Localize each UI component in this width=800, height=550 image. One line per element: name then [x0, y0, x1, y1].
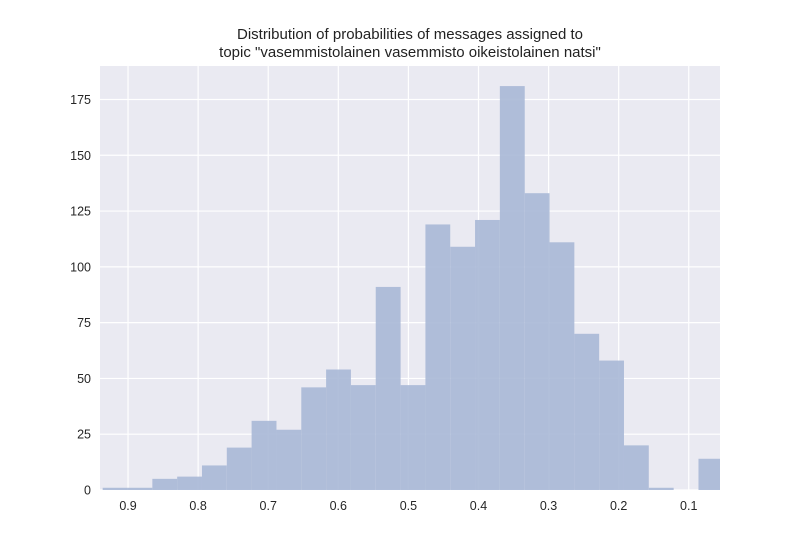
histogram-bar — [276, 429, 302, 490]
histogram-bar — [326, 369, 351, 490]
x-tick-label: 0.5 — [400, 499, 417, 513]
histogram-bar — [450, 246, 476, 490]
histogram-bar — [549, 242, 575, 490]
chart-title-line-1: Distribution of probabilities of message… — [236, 26, 584, 43]
x-tick-label: 0.2 — [610, 499, 627, 513]
histogram-bar — [599, 360, 624, 490]
y-tick-label: 100 — [70, 260, 91, 274]
histogram-bar — [177, 476, 202, 490]
x-tick-label: 0.3 — [540, 499, 557, 513]
histogram-bar — [152, 478, 178, 490]
histogram-bar — [102, 487, 128, 490]
histogram-bar — [251, 420, 277, 490]
histogram-bar — [127, 487, 153, 490]
chart-title: Distribution of probabilities of message… — [100, 26, 720, 62]
x-tick-label: 0.9 — [119, 499, 136, 513]
histogram-bar — [375, 286, 401, 490]
histogram-bar — [350, 385, 376, 490]
x-tick-label: 0.4 — [470, 499, 487, 513]
y-tick-label: 125 — [70, 205, 91, 219]
x-tick-label: 0.7 — [260, 499, 277, 513]
y-tick-label: 50 — [77, 372, 91, 386]
axis-tick-labels: 0 25 50 75 100 125 150 175 0.9 0.8 0.7 0.6 0.5 0.4 0.3… — [70, 93, 697, 513]
histogram-bar — [400, 385, 426, 490]
x-tick-label: 0.6 — [330, 499, 347, 513]
y-tick-label: 75 — [77, 316, 91, 330]
y-tick-label: 175 — [70, 93, 91, 107]
histogram-bar — [574, 333, 600, 490]
histogram-bar — [425, 224, 451, 490]
histogram-bar — [623, 445, 649, 490]
y-tick-label: 0 — [84, 484, 91, 498]
chart-title-line-2: topic "vasemmistolainen vasemmisto oikei… — [219, 44, 601, 61]
histogram-bar — [524, 193, 550, 490]
histogram-bar — [499, 86, 525, 490]
histogram-bar — [201, 465, 227, 490]
histogram-bar — [648, 487, 674, 490]
histogram-bar — [475, 219, 500, 490]
y-tick-label: 25 — [77, 428, 91, 442]
histogram-bar — [301, 387, 327, 490]
histogram-bar — [226, 447, 252, 490]
histogram-bar — [698, 458, 720, 490]
histogram-bars — [102, 86, 720, 490]
x-tick-label: 0.1 — [680, 499, 697, 513]
y-tick-label: 150 — [70, 149, 91, 163]
grid-lines — [100, 66, 720, 491]
x-tick-label: 0.8 — [189, 499, 206, 513]
